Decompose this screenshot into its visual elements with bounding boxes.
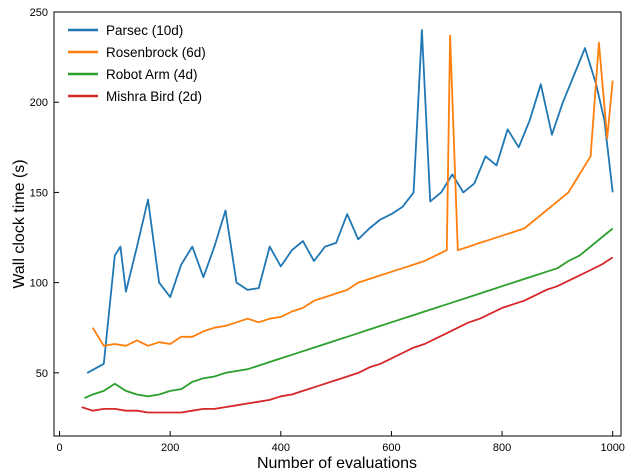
y-axis: 50 100 150 200 250 xyxy=(30,7,59,380)
y-tick-label-3: 200 xyxy=(30,97,48,109)
x-tick-label-4: 800 xyxy=(493,442,511,454)
series-layer xyxy=(81,29,614,414)
x-axis: 0 200 400 600 800 1000 xyxy=(56,431,625,454)
legend-label-0: Parsec (10d) xyxy=(106,23,183,38)
series-line-1 xyxy=(91,34,614,347)
x-tick-label-3: 600 xyxy=(382,442,400,454)
legend-label-3: Mishra Bird (2d) xyxy=(106,89,202,104)
y-axis-label: Wall clock time (s) xyxy=(11,159,28,288)
plot-frame xyxy=(53,11,622,437)
x-tick-label-5: 1000 xyxy=(600,442,624,454)
y-tick-label-4: 250 xyxy=(30,7,48,19)
y-tick-label-1: 100 xyxy=(30,278,48,290)
x-tick-label-0: 0 xyxy=(56,442,62,454)
series-line-0 xyxy=(86,29,614,374)
legend-label-2: Robot Arm (4d) xyxy=(106,67,198,82)
y-tick-label-0: 50 xyxy=(36,368,48,380)
legend: Parsec (10d) Rosenbrock (6d) Robot Arm (4d… xyxy=(68,23,206,104)
series-line-3 xyxy=(81,256,614,414)
legend-label-1: Rosenbrock (6d) xyxy=(106,45,206,60)
y-tick-label-2: 150 xyxy=(30,187,48,199)
x-axis-label: Number of evaluations xyxy=(257,455,417,472)
series-line-2 xyxy=(84,227,614,399)
x-tick-label-2: 400 xyxy=(272,442,290,454)
x-tick-label-1: 200 xyxy=(161,442,179,454)
